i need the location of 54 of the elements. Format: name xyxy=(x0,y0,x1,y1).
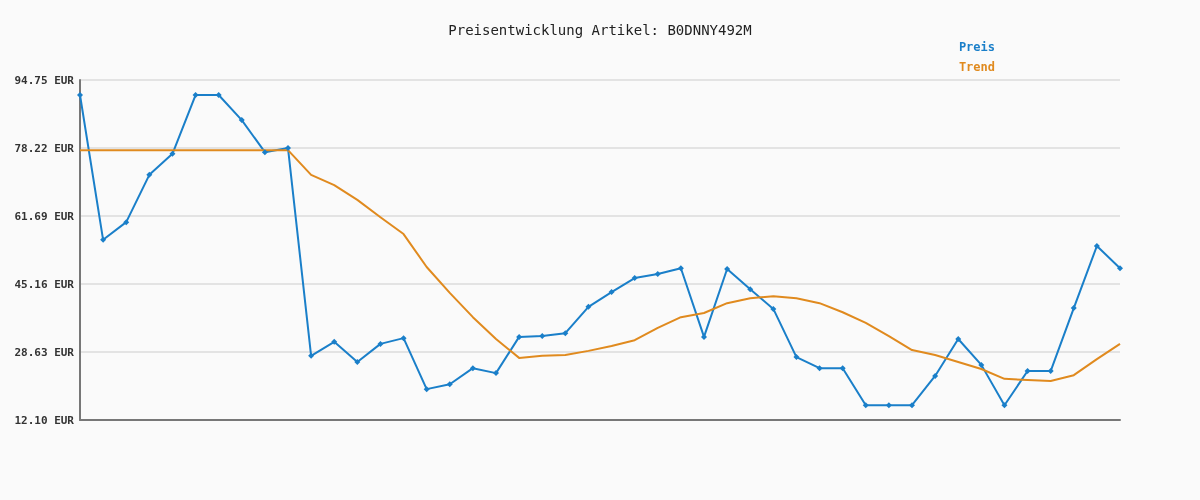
point xyxy=(377,340,384,347)
point xyxy=(146,171,153,178)
point xyxy=(169,150,176,157)
point xyxy=(446,381,453,388)
point xyxy=(631,275,638,282)
point xyxy=(423,386,430,393)
y-tick-label: 94.75 EUR xyxy=(14,73,75,87)
point xyxy=(839,365,846,372)
point xyxy=(354,359,361,365)
point xyxy=(1070,305,1077,312)
text: Trend xyxy=(958,60,995,74)
point xyxy=(192,92,199,99)
point xyxy=(585,303,592,310)
point xyxy=(770,305,777,312)
point xyxy=(608,289,615,296)
point xyxy=(816,365,823,372)
point xyxy=(747,286,754,293)
point xyxy=(123,219,130,226)
point xyxy=(516,333,523,340)
point xyxy=(400,335,407,342)
point xyxy=(215,92,222,99)
point xyxy=(77,92,83,99)
point xyxy=(955,335,962,342)
point xyxy=(1001,402,1008,409)
point xyxy=(724,266,731,273)
point xyxy=(862,402,869,409)
point xyxy=(793,354,800,361)
point xyxy=(493,370,499,377)
point xyxy=(285,145,291,152)
point xyxy=(539,333,546,340)
y-tick-label: 61.69 EUR xyxy=(14,209,75,223)
point xyxy=(261,149,268,156)
point xyxy=(978,361,985,368)
point xyxy=(932,372,939,379)
y-tick-label: 28.63 EUR xyxy=(14,345,75,359)
point xyxy=(100,236,107,243)
point xyxy=(469,365,476,372)
point xyxy=(238,117,245,124)
point xyxy=(909,402,915,409)
point xyxy=(1024,368,1031,375)
chart-title: Preisentwicklung Artikel: B0DNNY492M xyxy=(448,22,752,38)
y-tick-label: 12.10 EUR xyxy=(14,413,75,427)
point xyxy=(562,330,569,337)
point xyxy=(1047,368,1054,375)
point xyxy=(1117,265,1123,272)
point xyxy=(1093,242,1100,249)
point xyxy=(885,402,892,409)
point xyxy=(654,270,661,277)
point xyxy=(308,352,315,359)
text: Preis xyxy=(958,40,995,54)
y-tick-label: 78.22 EUR xyxy=(14,141,75,155)
point xyxy=(331,338,338,345)
y-tick-label: 45.16 EUR xyxy=(14,277,75,291)
point xyxy=(677,265,684,272)
